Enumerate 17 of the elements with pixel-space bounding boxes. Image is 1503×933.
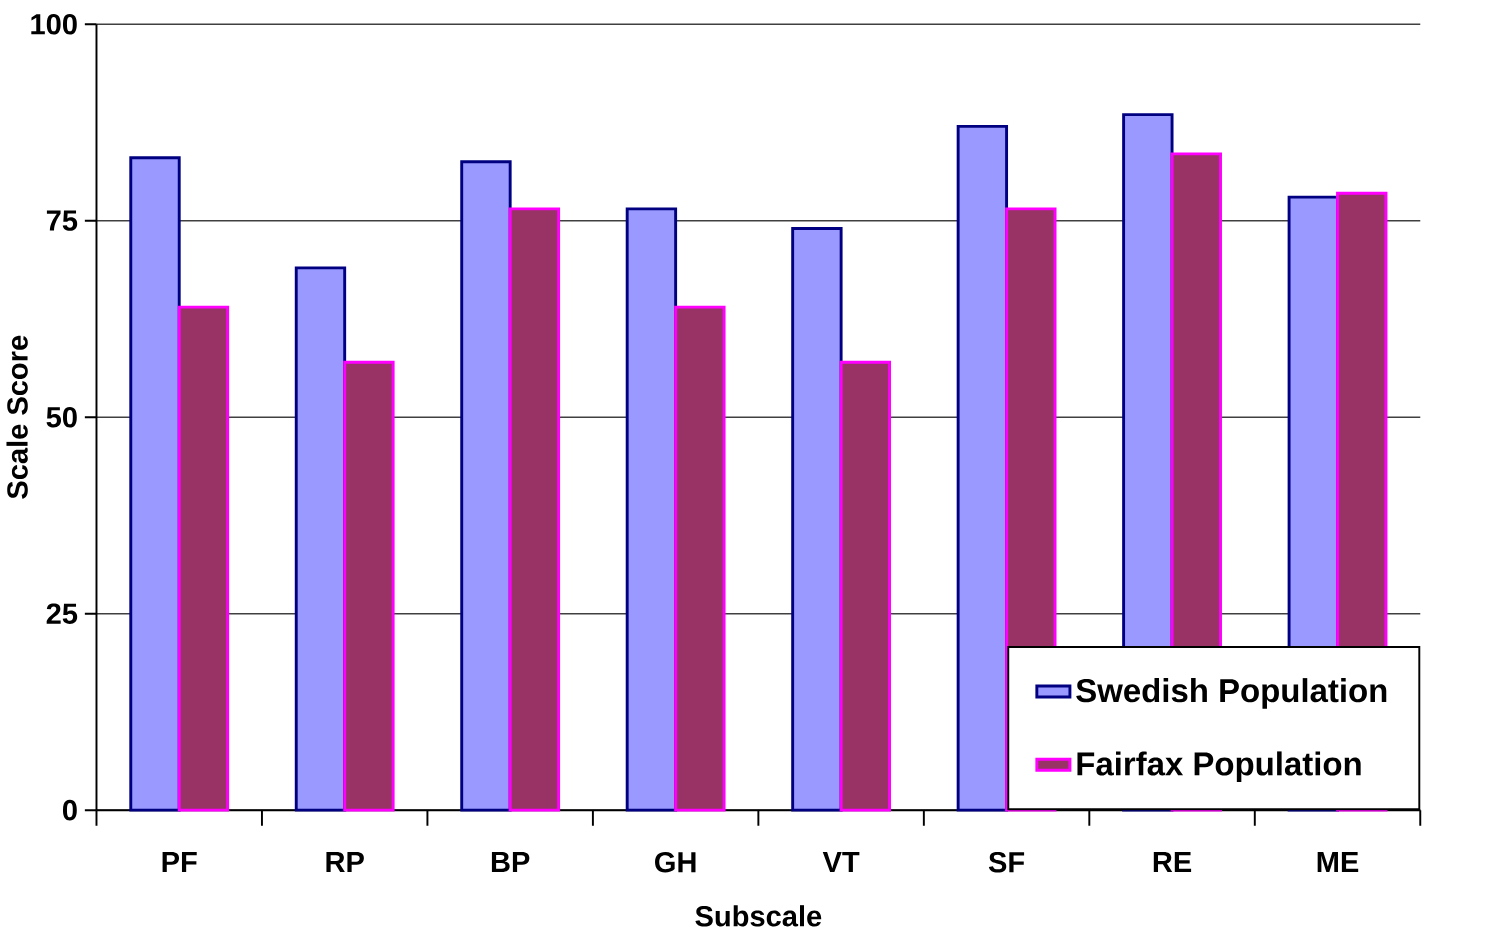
x-tick-label: SF — [988, 851, 1025, 873]
x-tick-label: RP — [326, 851, 364, 872]
legend-label: Swedish Population — [1076, 678, 1387, 709]
x-tick-label: BP — [491, 851, 530, 872]
y-tick-label: 100 — [31, 13, 77, 35]
x-tick-label: RE — [1153, 851, 1192, 872]
x-tick-label: PF — [162, 851, 197, 872]
y-tick-label: 25 — [46, 603, 78, 624]
legend-label: Fairfax Population — [1077, 751, 1361, 782]
x-tick-label: VT — [822, 851, 860, 872]
x-tick-label: GH — [655, 851, 696, 873]
y-axis-title: Scale Score — [6, 335, 28, 499]
x-tick-label: ME — [1317, 851, 1359, 872]
y-tick-label: 50 — [46, 406, 77, 428]
x-axis-title: Subscale — [695, 905, 822, 927]
y-tick-label: 0 — [62, 799, 77, 821]
y-tick-label: 75 — [46, 210, 78, 231]
